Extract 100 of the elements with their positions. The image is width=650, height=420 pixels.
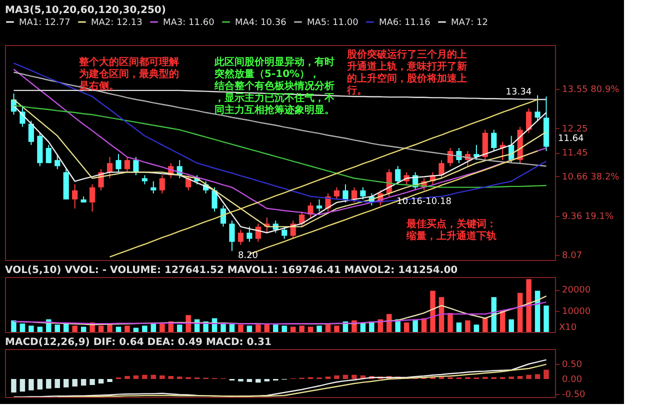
bar [98, 326, 104, 332]
line-series [13, 359, 547, 397]
bar [448, 312, 453, 332]
bar [229, 324, 235, 332]
candlestick [150, 180, 156, 194]
bar [107, 379, 112, 382]
bar [63, 379, 69, 388]
bar [20, 379, 26, 392]
bar [342, 374, 348, 379]
candlestick [246, 226, 252, 242]
bar [54, 379, 60, 388]
candlestick [106, 156, 113, 179]
candlestick [186, 174, 192, 191]
y-tick-label: 11.45 [562, 148, 588, 158]
annotation: 股价突破运行了三个月的上升通道上轨，意味打开了新的上升空间，股价将加速上行。 [346, 48, 468, 97]
candlestick [116, 154, 122, 173]
bar [456, 322, 462, 332]
y-tick-label: 0.50 [562, 360, 582, 370]
bar [325, 324, 331, 332]
bar [482, 318, 488, 332]
bar [352, 374, 357, 379]
candlestick [299, 211, 305, 228]
bar [334, 326, 340, 332]
bar [474, 324, 480, 332]
bar [72, 379, 78, 386]
text: X10 [559, 323, 577, 333]
bar [517, 376, 523, 379]
y-tick-label: 10000 [562, 306, 591, 317]
bar [116, 326, 122, 332]
candlestick [351, 186, 357, 203]
bar [124, 376, 130, 379]
bar [54, 324, 60, 332]
bar [80, 379, 86, 386]
annotation: 10.16-10.18 [396, 196, 452, 207]
bar [124, 326, 130, 332]
candlestick [334, 186, 340, 200]
annotation: 最佳买点，关键词：缩量，上升通道下轨 [406, 218, 497, 242]
bar [28, 379, 34, 390]
candlestick [124, 156, 130, 173]
bar [282, 326, 287, 332]
bar [150, 374, 156, 379]
line-series [56, 364, 547, 397]
candlestick [438, 160, 444, 179]
bar [290, 326, 296, 332]
bar [11, 320, 16, 332]
text: 11.64 [558, 134, 584, 144]
legend-label: MA2: 12.13 [91, 18, 142, 28]
y-tick-label: 12.25 [562, 124, 588, 134]
legend-label: MA3: 11.60 [163, 18, 215, 28]
bar [107, 324, 112, 332]
bar [299, 326, 304, 332]
annotation: 8.20 [238, 250, 258, 261]
bar [37, 379, 43, 390]
bar [20, 324, 26, 332]
candlestick [46, 144, 52, 164]
bar [544, 370, 549, 379]
bar [37, 326, 43, 332]
bar [80, 326, 86, 332]
legend-label: MA4: 10.36 [235, 18, 287, 28]
bar [160, 375, 165, 379]
bar [46, 379, 52, 389]
y-tick-label: 10.66 38.2% [562, 172, 620, 182]
bar [404, 322, 410, 332]
bar [508, 319, 514, 332]
candlestick [534, 94, 540, 122]
bar [246, 326, 252, 332]
bar [186, 315, 191, 332]
y-tick-label: 20000 [562, 286, 591, 296]
candlestick [54, 154, 60, 170]
candlestick [491, 129, 497, 152]
y-tick-label: 8.07 [562, 250, 582, 261]
chart-title: MA3(5,10,20,60,120,30,250) [5, 5, 166, 16]
bar [334, 375, 340, 379]
y-tick-label: -0.50 [562, 390, 586, 400]
candlestick [229, 220, 235, 252]
annotation: 13.34 [506, 87, 532, 98]
bar [316, 326, 322, 332]
bar [534, 374, 540, 379]
y-tick-label: 9.36 19.1% [562, 212, 614, 222]
bar [28, 326, 34, 332]
bar [160, 324, 165, 332]
candlestick [28, 120, 34, 146]
bar [526, 374, 532, 379]
candlestick [90, 184, 96, 212]
bar [308, 326, 314, 332]
bar [133, 328, 139, 332]
bar [526, 279, 532, 332]
legend-label: MA6: 11.16 [379, 18, 431, 28]
candlestick [342, 184, 348, 203]
bar [11, 379, 16, 392]
y-tick-label: 13.55 80.9% [562, 84, 620, 95]
bar [168, 376, 174, 379]
candlestick [72, 184, 78, 210]
candlestick [360, 186, 366, 200]
bar [90, 379, 95, 385]
candlestick [212, 186, 218, 212]
line-series [13, 302, 547, 325]
bar [246, 379, 252, 382]
candlestick [255, 223, 261, 242]
legend-label: MA1: 12.77 [19, 18, 70, 28]
